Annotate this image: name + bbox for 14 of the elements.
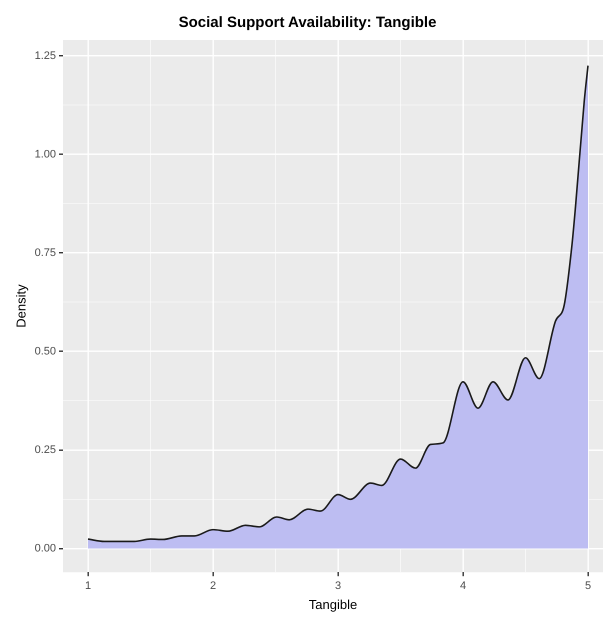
x-tick-label: 5	[584, 580, 592, 592]
y-axis-title: Density	[13, 284, 28, 328]
y-tick-label: 0.75	[34, 246, 56, 259]
chart-title: Social Support Availability: Tangible	[178, 14, 436, 32]
y-tick-label: 0.25	[34, 444, 56, 456]
x-tick-label: 4	[460, 580, 466, 592]
x-tick-label: 3	[334, 580, 342, 592]
y-tick-label: 1.00	[34, 148, 56, 160]
y-tick-label: 0.50	[34, 345, 56, 358]
x-axis-title: Tangible	[308, 596, 358, 612]
x-tick-label: 2	[210, 580, 216, 592]
x-tick-label: 1	[84, 580, 92, 592]
y-tick-label: 1.25	[34, 50, 56, 62]
y-tick-label: 0.00	[34, 542, 56, 555]
